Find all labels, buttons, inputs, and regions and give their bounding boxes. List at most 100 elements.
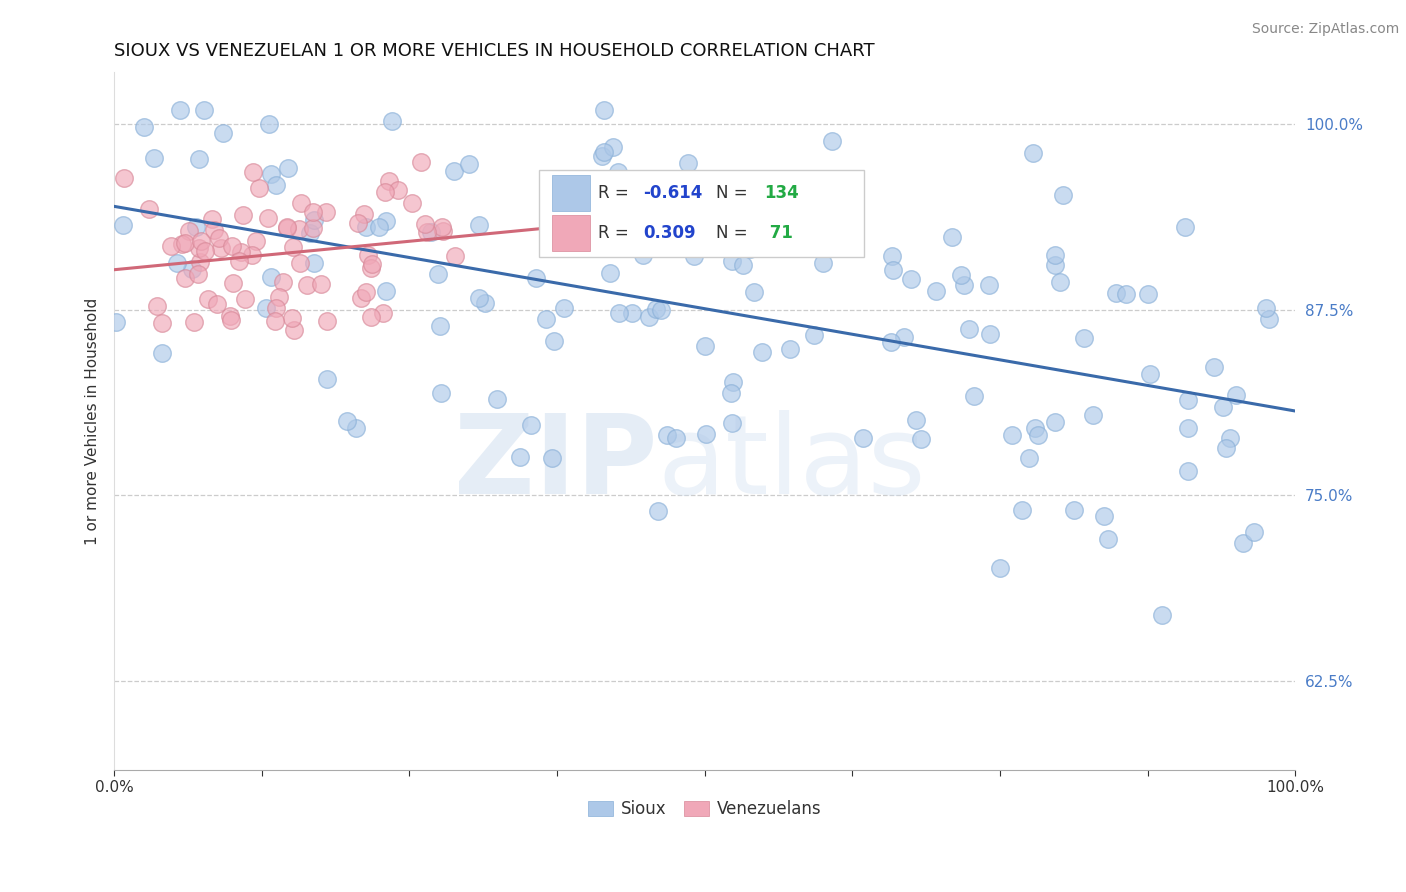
Point xyxy=(1011,502,1033,516)
Point xyxy=(591,149,613,163)
Point xyxy=(879,334,901,349)
Point xyxy=(444,249,467,263)
Point xyxy=(979,327,1001,342)
Point xyxy=(212,126,235,140)
Point xyxy=(221,312,243,326)
Point xyxy=(184,219,207,234)
Point xyxy=(233,292,256,306)
Point xyxy=(1049,275,1071,289)
Point xyxy=(882,249,904,263)
Point xyxy=(650,303,672,318)
Point xyxy=(276,219,298,234)
Point xyxy=(1018,450,1040,465)
Text: 0.309: 0.309 xyxy=(644,224,696,242)
Point xyxy=(188,153,211,167)
Point xyxy=(264,301,287,315)
Point xyxy=(742,285,765,299)
Point xyxy=(458,157,481,171)
Point xyxy=(1232,536,1254,550)
Point xyxy=(811,256,834,270)
Point xyxy=(1215,441,1237,455)
Point xyxy=(378,174,401,188)
Point xyxy=(637,194,659,208)
Point xyxy=(427,267,450,281)
Point xyxy=(375,284,398,298)
Point xyxy=(143,151,166,165)
Point xyxy=(468,291,491,305)
Point xyxy=(264,178,287,192)
Point xyxy=(540,450,562,465)
Point xyxy=(593,145,616,159)
Point xyxy=(721,416,744,430)
Point xyxy=(720,386,742,401)
Point xyxy=(169,103,191,118)
Point xyxy=(1150,608,1173,623)
Point xyxy=(1043,415,1066,429)
Point xyxy=(474,296,496,310)
Point xyxy=(295,277,318,292)
Point xyxy=(111,219,134,233)
Point xyxy=(336,414,359,428)
Point xyxy=(367,220,389,235)
Point xyxy=(188,241,211,255)
Point xyxy=(381,114,404,128)
Point xyxy=(194,244,217,259)
Point xyxy=(290,195,312,210)
Point xyxy=(751,345,773,359)
Point xyxy=(208,231,231,245)
Point xyxy=(242,165,264,179)
Point xyxy=(650,240,672,254)
Text: atlas: atlas xyxy=(658,409,927,516)
Point xyxy=(138,202,160,216)
Point xyxy=(260,167,283,181)
Point xyxy=(443,163,465,178)
Point xyxy=(430,219,453,234)
Point xyxy=(190,235,212,249)
Y-axis label: 1 or more Vehicles in Household: 1 or more Vehicles in Household xyxy=(86,298,100,545)
Point xyxy=(160,238,183,252)
Point xyxy=(468,218,491,232)
Point xyxy=(413,217,436,231)
Point xyxy=(553,301,575,316)
Point xyxy=(655,428,678,442)
Point xyxy=(1105,285,1128,300)
Point xyxy=(524,271,547,285)
Point xyxy=(602,139,624,153)
Point xyxy=(420,225,443,239)
Point xyxy=(346,216,368,230)
Point xyxy=(304,213,326,227)
Point xyxy=(411,155,433,169)
Point xyxy=(344,421,367,435)
Point xyxy=(1174,220,1197,235)
Point xyxy=(150,316,173,330)
Point xyxy=(803,328,825,343)
Point xyxy=(375,214,398,228)
Point xyxy=(821,134,844,148)
Point xyxy=(740,242,762,256)
FancyBboxPatch shape xyxy=(553,175,591,211)
Point xyxy=(172,237,194,252)
Point xyxy=(666,232,689,246)
Text: R =: R = xyxy=(599,184,634,202)
Point xyxy=(882,262,904,277)
Point xyxy=(360,260,382,275)
Point xyxy=(174,271,197,285)
Point xyxy=(1052,187,1074,202)
Point xyxy=(187,267,209,281)
Point xyxy=(371,306,394,320)
Point xyxy=(354,285,377,299)
Point xyxy=(1243,524,1265,539)
Point xyxy=(593,103,616,117)
Text: 134: 134 xyxy=(763,184,799,202)
Point xyxy=(520,417,543,432)
Point xyxy=(429,318,451,333)
Point xyxy=(620,306,643,320)
Point xyxy=(315,204,337,219)
Point xyxy=(183,315,205,329)
Point xyxy=(177,224,200,238)
Point xyxy=(256,211,278,225)
Point xyxy=(432,224,454,238)
Point xyxy=(1137,287,1160,301)
Point xyxy=(132,120,155,134)
Point xyxy=(693,339,716,353)
